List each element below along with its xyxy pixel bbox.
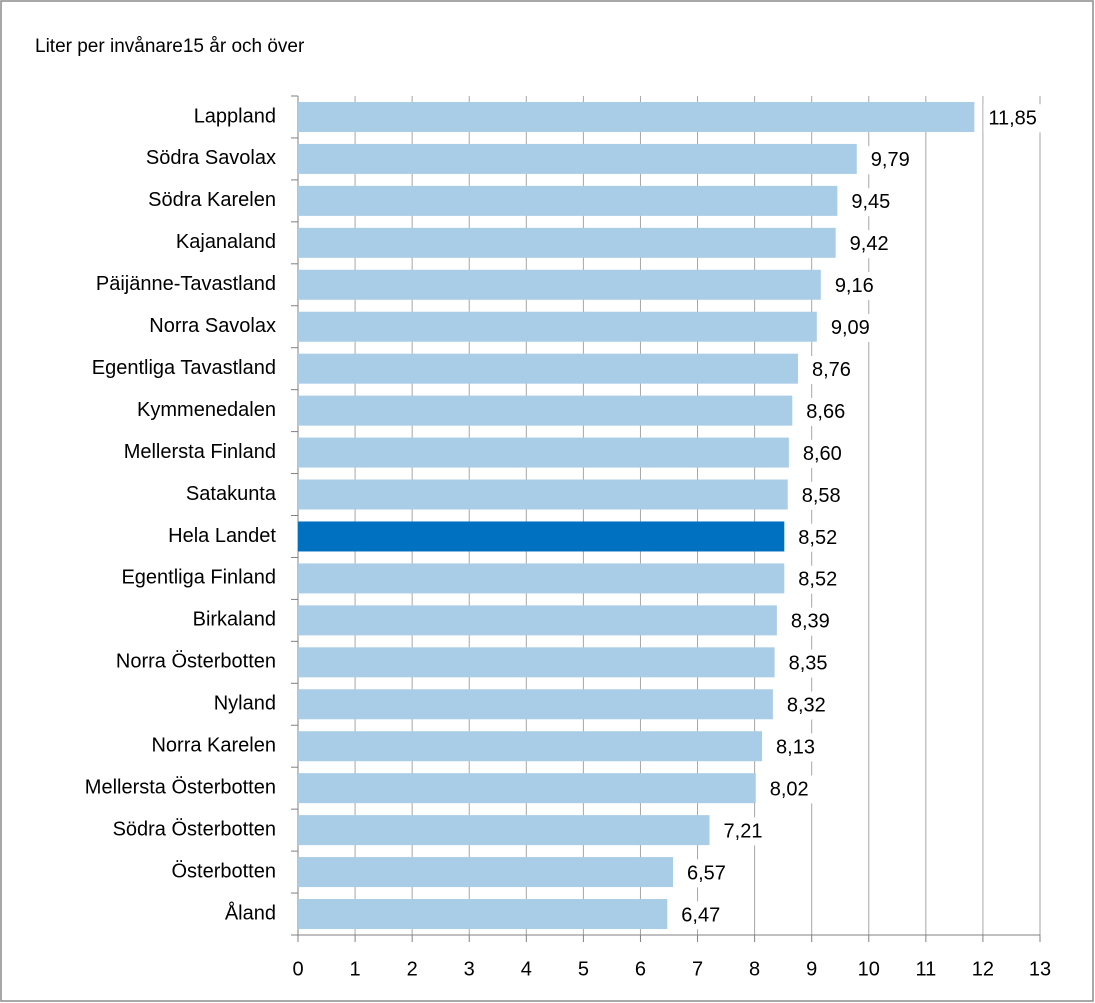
bar	[298, 731, 763, 762]
data-label: 9,42	[850, 233, 889, 255]
data-label-bg	[801, 397, 851, 426]
x-tick-label: 12	[972, 958, 994, 980]
data-label-bg	[676, 901, 726, 930]
bar	[298, 101, 975, 132]
y-tick-label: Nyland	[214, 693, 276, 715]
data-label: 8,35	[789, 653, 828, 675]
bar	[298, 521, 785, 552]
data-label: 8,02	[770, 778, 809, 800]
bar	[298, 647, 775, 678]
bar	[298, 605, 777, 636]
bar	[298, 227, 836, 258]
data-label: 8,58	[802, 485, 841, 507]
y-tick-label: Norra Karelen	[151, 735, 276, 757]
data-label: 9,45	[851, 191, 890, 213]
bar	[298, 689, 773, 720]
bar	[298, 857, 673, 888]
y-tick-label: Kymmenedalen	[137, 399, 276, 421]
data-label-bg	[796, 481, 846, 510]
bar	[298, 815, 710, 846]
data-label: 8,52	[798, 527, 837, 549]
x-tick-label: 5	[578, 958, 589, 980]
data-label-bg	[844, 230, 894, 259]
data-label: 9,79	[871, 149, 910, 171]
x-tick-label: 13	[1029, 958, 1051, 980]
bar	[298, 311, 817, 342]
data-label: 6,57	[687, 862, 726, 884]
data-label-bg	[825, 314, 875, 343]
data-label: 8,66	[806, 401, 845, 423]
data-label-bg	[785, 607, 835, 636]
y-tick-label: Åland	[225, 901, 276, 924]
data-label-bg	[806, 355, 856, 384]
data-label-bg	[983, 104, 1042, 133]
data-label-bg	[681, 859, 731, 888]
data-label: 9,09	[831, 317, 870, 339]
y-tick-label: Päijänne-Tavastland	[96, 273, 276, 295]
y-tick-label: Lappland	[194, 105, 276, 127]
data-label-bg	[781, 691, 831, 720]
data-label: 8,32	[787, 695, 826, 717]
bar	[298, 899, 668, 930]
data-label: 8,39	[791, 611, 830, 633]
data-label: 8,60	[803, 443, 842, 465]
data-label-bg	[718, 817, 768, 846]
bar	[298, 773, 756, 804]
x-tick-label: 6	[635, 958, 646, 980]
y-tick-label: Södra Österbotten	[113, 818, 276, 840]
x-tick-label: 3	[464, 958, 475, 980]
bar	[298, 437, 789, 468]
data-label-bg	[793, 523, 843, 552]
x-tick-label: 1	[350, 958, 361, 980]
y-tick-label: Egentliga Tavastland	[92, 357, 276, 379]
y-tick-label: Södra Savolax	[146, 147, 276, 169]
data-label: 8,52	[798, 569, 837, 591]
x-tick-label: 11	[915, 958, 936, 980]
data-label: 8,13	[776, 737, 815, 759]
y-tick-label: Birkaland	[193, 609, 276, 631]
y-tick-label: Egentliga Finland	[121, 567, 276, 589]
y-tick-label: Satakunta	[186, 483, 277, 505]
bar	[298, 353, 798, 384]
x-tick-label: 9	[806, 958, 817, 980]
bar	[298, 395, 793, 426]
x-tick-label: 7	[692, 958, 703, 980]
data-label-bg	[771, 733, 820, 762]
y-tick-label: Norra Savolax	[149, 315, 276, 337]
data-label-bg	[829, 272, 879, 301]
y-tick-label: Mellersta Österbotten	[85, 776, 276, 798]
x-tick-label: 10	[858, 958, 880, 980]
y-tick-label: Österbotten	[171, 860, 276, 882]
data-label: 6,47	[681, 904, 720, 926]
y-tick-label: Mellersta Finland	[124, 441, 276, 463]
data-label-bg	[764, 775, 814, 804]
data-label-bg	[865, 146, 915, 175]
x-tick-label: 2	[407, 958, 418, 980]
bar	[298, 479, 788, 510]
y-tick-label: Kajanaland	[176, 231, 276, 253]
y-tick-label: Norra Österbotten	[116, 651, 276, 673]
x-tick-label: 8	[749, 958, 760, 980]
data-label-bg	[793, 565, 843, 594]
data-label: 7,21	[724, 820, 763, 842]
x-tick-label: 0	[292, 958, 303, 980]
bar	[298, 185, 838, 216]
data-label-bg	[783, 649, 833, 678]
data-label-bg	[846, 188, 896, 217]
bar	[298, 269, 821, 300]
data-label: 9,16	[835, 275, 874, 297]
bar	[298, 143, 857, 174]
data-label: 8,76	[812, 359, 851, 381]
data-label: 11,85	[988, 107, 1037, 129]
y-tick-label: Hela Landet	[168, 525, 276, 547]
y-tick-label: Södra Karelen	[148, 189, 276, 211]
data-label-bg	[797, 439, 847, 468]
bar	[298, 563, 785, 594]
x-tick-label: 4	[521, 958, 532, 980]
chart-title: Liter per invånare15 år och över	[35, 36, 305, 57]
